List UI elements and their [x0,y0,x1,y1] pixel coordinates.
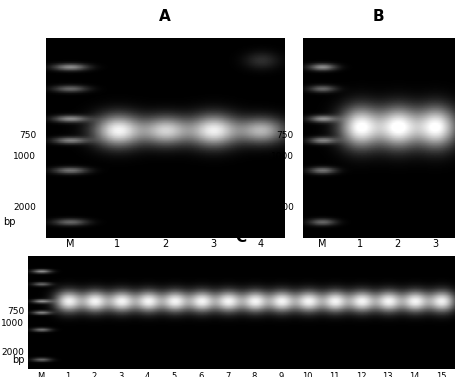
Text: 11: 11 [329,372,340,377]
Text: 10: 10 [302,372,313,377]
Text: 750: 750 [7,307,24,316]
Text: 4: 4 [257,239,264,250]
Text: 1: 1 [65,372,70,377]
Text: 1: 1 [357,239,363,250]
Text: M: M [37,372,45,377]
Text: bp: bp [12,356,25,365]
Text: 3: 3 [432,239,438,250]
Text: M: M [66,239,74,250]
Title: B: B [373,9,385,24]
Text: 12: 12 [356,372,366,377]
Text: 2: 2 [92,372,97,377]
Text: 15: 15 [436,372,446,377]
Text: bp: bp [269,216,282,227]
Text: 7: 7 [225,372,230,377]
Text: 1000: 1000 [1,319,24,328]
Text: 5: 5 [172,372,177,377]
Title: A: A [159,9,171,24]
Text: 14: 14 [409,372,420,377]
Text: 2000: 2000 [271,203,294,212]
Text: 3: 3 [118,372,123,377]
Text: 2000: 2000 [13,203,36,212]
Text: 1: 1 [114,239,121,250]
Text: 8: 8 [252,372,257,377]
Text: 2: 2 [394,239,401,250]
Text: 750: 750 [19,131,36,140]
Text: 4: 4 [145,372,150,377]
Text: M: M [318,239,326,250]
Text: 1000: 1000 [271,152,294,161]
Text: 2: 2 [162,239,168,250]
Text: 1000: 1000 [13,152,36,161]
Text: 3: 3 [210,239,216,250]
Text: 13: 13 [382,372,393,377]
Text: 9: 9 [278,372,284,377]
Text: 750: 750 [277,131,294,140]
Title: C: C [235,230,246,245]
Text: 6: 6 [198,372,204,377]
Text: 2000: 2000 [1,348,24,357]
Text: bp: bp [3,216,16,227]
